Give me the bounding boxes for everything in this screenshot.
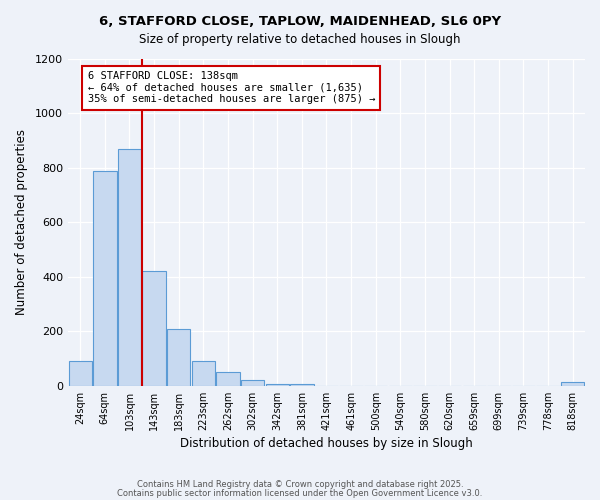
Bar: [290, 384, 314, 386]
Bar: [167, 328, 190, 386]
Bar: [561, 382, 584, 386]
Bar: [142, 272, 166, 386]
Text: Size of property relative to detached houses in Slough: Size of property relative to detached ho…: [139, 32, 461, 46]
Text: Contains HM Land Registry data © Crown copyright and database right 2025.: Contains HM Land Registry data © Crown c…: [137, 480, 463, 489]
Bar: [266, 384, 289, 386]
Y-axis label: Number of detached properties: Number of detached properties: [15, 130, 28, 316]
Bar: [68, 362, 92, 386]
Bar: [241, 380, 264, 386]
Bar: [216, 372, 239, 386]
Bar: [118, 149, 141, 386]
Bar: [93, 170, 116, 386]
Text: 6 STAFFORD CLOSE: 138sqm
← 64% of detached houses are smaller (1,635)
35% of sem: 6 STAFFORD CLOSE: 138sqm ← 64% of detach…: [88, 72, 375, 104]
Text: 6, STAFFORD CLOSE, TAPLOW, MAIDENHEAD, SL6 0PY: 6, STAFFORD CLOSE, TAPLOW, MAIDENHEAD, S…: [99, 15, 501, 28]
X-axis label: Distribution of detached houses by size in Slough: Distribution of detached houses by size …: [180, 437, 473, 450]
Bar: [191, 362, 215, 386]
Text: Contains public sector information licensed under the Open Government Licence v3: Contains public sector information licen…: [118, 489, 482, 498]
